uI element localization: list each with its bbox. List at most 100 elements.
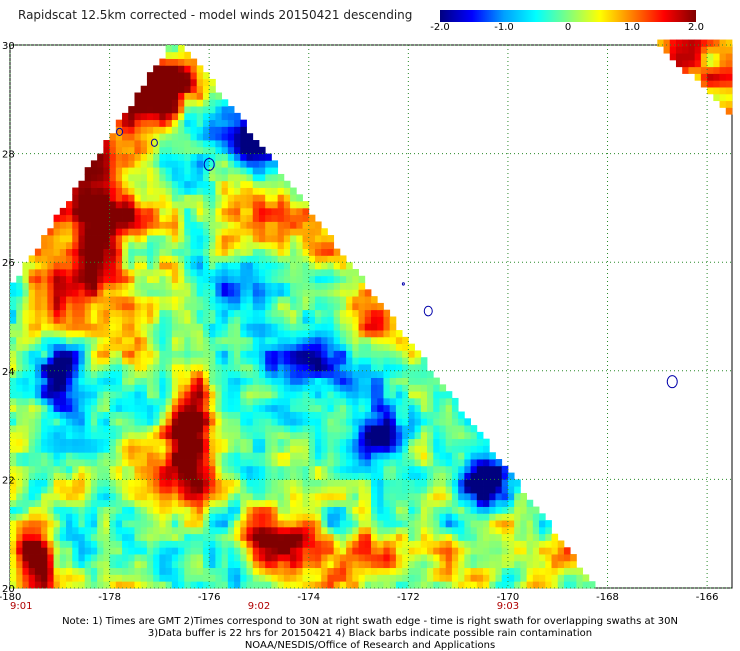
wind-cell [420,479,428,487]
wind-cell [84,465,92,474]
wind-cell [246,581,254,589]
wind-cell [178,581,185,589]
wind-cell [209,323,216,331]
wind-cell [122,262,129,270]
wind-cell [675,53,683,61]
wind-cell [171,336,179,345]
wind-cell [171,167,179,175]
wind-cell [265,180,272,188]
wind-cell [458,581,465,589]
wind-cell [196,357,204,365]
wind-cell [327,350,335,358]
wind-cell [333,364,341,372]
island-outline [150,138,158,147]
wind-cell [327,323,335,331]
wind-cell [265,268,272,277]
wind-cell [78,228,86,236]
wind-cell [53,350,61,358]
wind-cell [321,357,328,365]
wind-cell [333,350,341,358]
wind-cell [240,316,247,324]
wind-cell [283,533,291,541]
wind-cell [178,391,185,399]
wind-cell [90,513,98,521]
wind-cell [28,574,36,582]
wind-cell [290,201,297,209]
wind-cell [28,397,36,406]
wind-cell [140,377,148,385]
wind-cell [53,323,61,331]
wind-cell [526,560,534,569]
wind-cell [265,296,272,304]
wind-cell [122,235,129,243]
wind-cell [408,486,415,494]
wind-cell [302,438,310,446]
wind-cell [719,93,727,102]
wind-cell [41,350,48,358]
wind-cell [134,384,142,392]
wind-cell [688,59,696,68]
wind-cell [209,119,216,127]
wind-cell [59,499,67,507]
wind-cell [59,289,67,297]
wind-cell [445,391,453,399]
wind-cell [159,289,167,297]
wind-cell [377,459,384,467]
wind-cell [277,418,285,426]
wind-cell [184,160,191,168]
wind-cell [339,330,347,338]
wind-cell [122,323,129,331]
wind-cell [395,391,403,399]
wind-cell [171,472,179,480]
wind-cell [377,302,384,311]
wind-cell [570,581,577,589]
wind-cell [265,221,272,229]
wind-cell [445,459,453,467]
grid-lines [9,44,732,589]
wind-cell [209,173,216,182]
wind-cell [402,445,409,453]
wind-cell [246,248,254,256]
wind-cell [383,492,391,501]
wind-cell [240,201,247,209]
wind-cell [333,472,341,480]
wind-cell [90,418,98,426]
wind-cell [215,153,223,161]
wind-cell [128,255,135,263]
wind-cell [339,425,347,433]
wind-cell [333,336,341,345]
wind-cell [707,73,714,81]
wind-cell [66,486,73,494]
wind-cell [395,574,403,582]
wind-cell [209,554,216,562]
wind-cell [28,289,36,297]
wind-cell [290,255,297,263]
wind-cell [277,309,285,317]
wind-cell [358,296,366,304]
wind-cell [725,93,733,102]
wind-cell [258,540,266,548]
wind-cell [339,533,347,541]
wind-cell [545,547,552,555]
wind-cell [22,357,30,365]
wind-cell [234,330,241,338]
wind-cell [271,560,279,569]
wind-cell [290,391,297,399]
wind-cell [483,547,490,555]
wind-cell [10,452,17,460]
wind-cell [146,554,154,562]
wind-cell [90,533,98,541]
wind-cell [240,289,247,297]
wind-cell [159,438,167,446]
wind-cell [252,438,260,446]
wind-cell [84,350,92,358]
wind-cell [140,574,148,582]
wind-cell [346,486,353,494]
wind-cell [327,513,335,521]
wind-cell [514,492,521,501]
wind-cell [271,377,279,385]
wind-cell [84,452,92,460]
wind-cell [408,404,415,412]
wind-cell [66,302,73,311]
wind-cell [178,472,185,480]
